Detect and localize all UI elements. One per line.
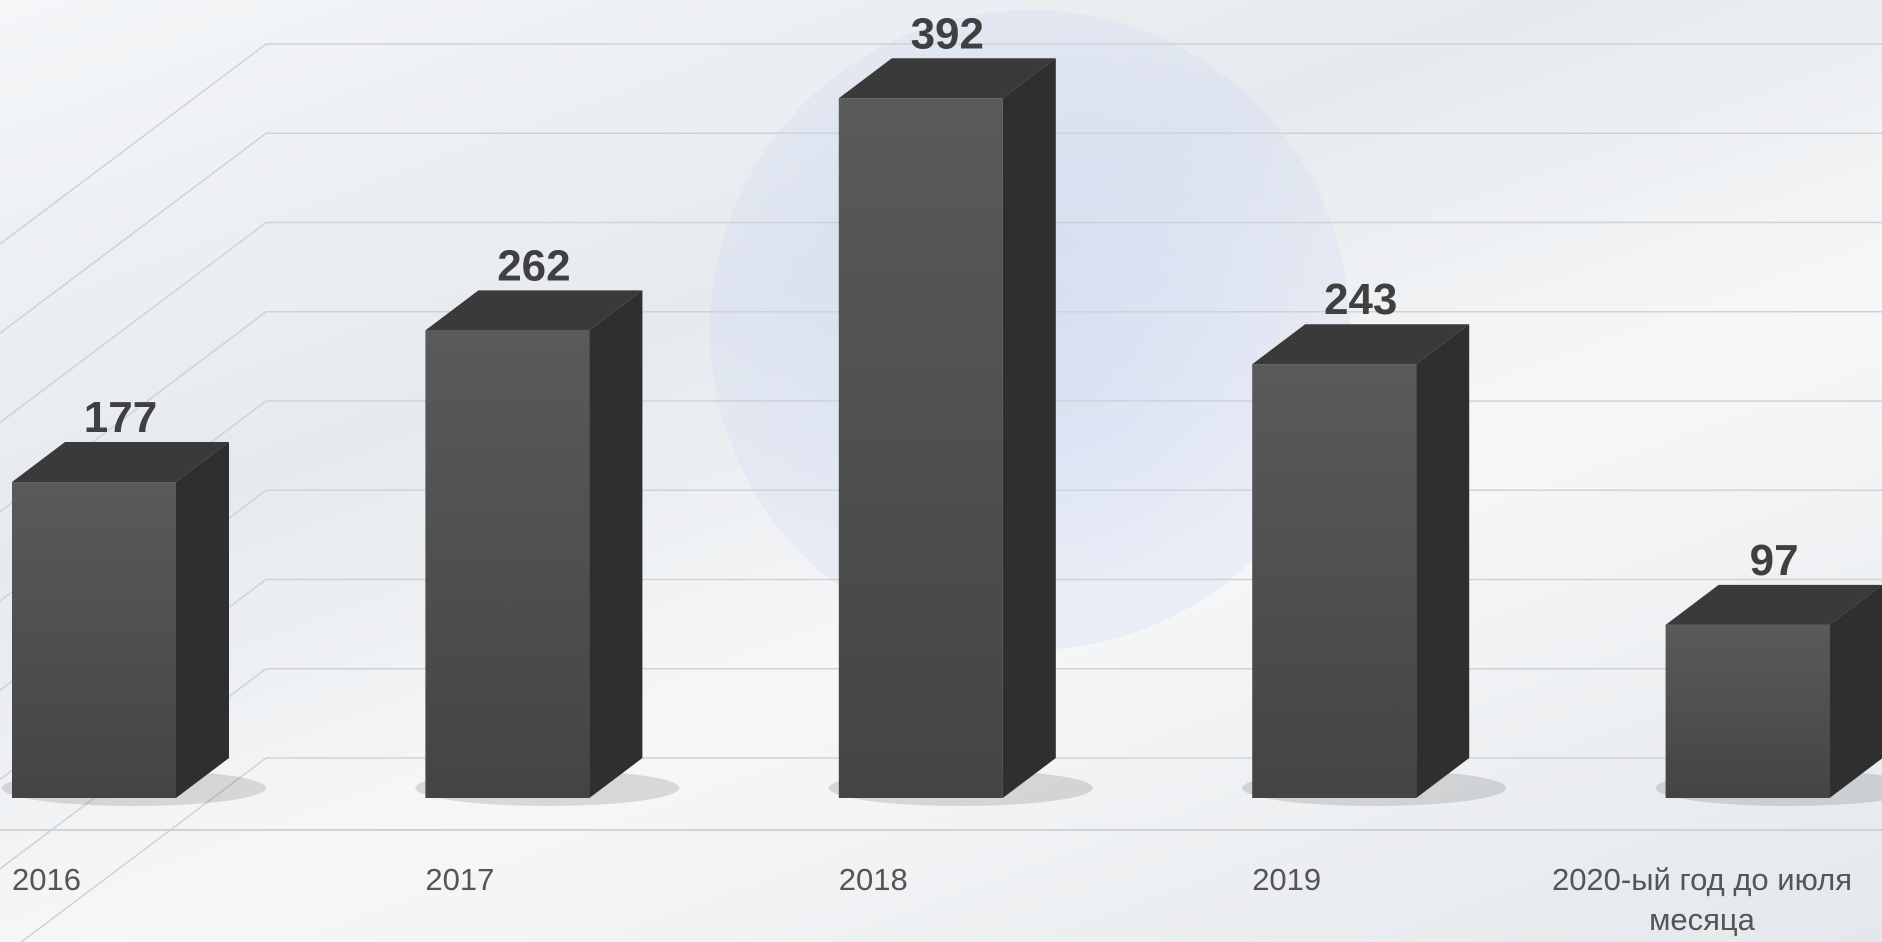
value-label: 262 [497,241,570,290]
plot: 177 262 392 243 97 [0,9,1882,942]
bar-side [1002,58,1056,798]
bar [415,290,680,806]
bar-top [12,442,229,483]
bar-front [1665,624,1830,798]
bar-front [12,482,176,798]
bar [1655,584,1882,806]
bar-top [1665,584,1882,625]
bar-side [1829,585,1882,798]
grid-line-side [20,757,267,942]
grid-line-side [0,132,267,334]
bar [828,58,1093,806]
bar-front [425,330,590,798]
bar-front [838,98,1003,798]
value-label: 243 [1324,275,1397,324]
x-tick-label: 2016 [12,862,81,897]
bar [1242,324,1507,806]
bar-front [1252,364,1417,798]
bar [2,442,266,806]
bar-top [838,58,1056,99]
bar-side [176,442,229,798]
x-tick-label: 2019 [1252,862,1322,897]
x-tick-label: 2018 [838,862,908,897]
bar-top [425,290,643,331]
bar-side [589,290,643,798]
bar-side [1416,324,1470,798]
value-label: 97 [1750,536,1799,585]
value-label: 177 [84,393,157,442]
bar-top [1252,324,1470,365]
grid-line-side [0,43,267,245]
grid-line-side [0,221,267,424]
x-tick-label: 2017 [425,862,495,897]
value-label: 392 [911,9,984,58]
x-tick-label: 2020-ый год до июля месяца [1551,862,1853,937]
